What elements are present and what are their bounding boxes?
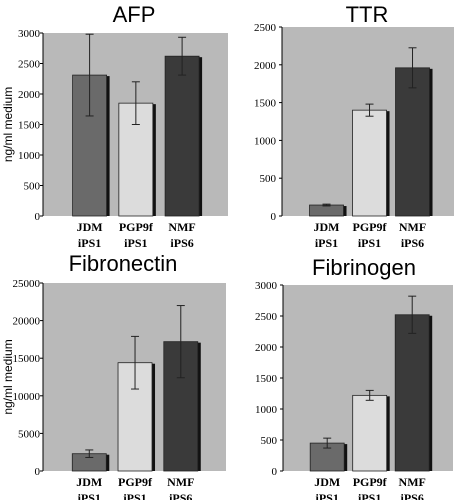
y-tick-label: 2500 <box>18 59 41 71</box>
category-label: iPS1 <box>124 236 147 250</box>
category-label: iPS6 <box>401 236 424 250</box>
category-label: NMF <box>399 475 426 489</box>
y-tick-label: 0 <box>35 466 41 478</box>
y-tick-label: 2000 <box>255 342 278 354</box>
y-tick-label: 500 <box>24 181 41 193</box>
y-tick-label: 1000 <box>255 404 278 416</box>
y-tick-label: 10000 <box>13 391 41 403</box>
category-label: iPS6 <box>169 491 192 500</box>
y-tick-label: 1000 <box>254 135 277 147</box>
category-label: NMF <box>399 220 426 234</box>
chart-title: Fibrinogen <box>312 255 416 280</box>
y-tick-label: 1500 <box>18 120 41 132</box>
category-label: JDM <box>314 220 340 234</box>
category-label: iPS1 <box>358 236 381 250</box>
bar <box>395 67 430 217</box>
y-tick-label: 500 <box>261 435 278 447</box>
y-tick-label: 25000 <box>13 278 41 290</box>
y-tick-label: 2500 <box>255 311 278 323</box>
category-label: iPS1 <box>123 491 146 500</box>
category-label: JDM <box>77 220 103 234</box>
category-label: iPS1 <box>315 236 338 250</box>
bar <box>352 394 388 472</box>
category-label: iPS1 <box>316 491 339 500</box>
y-tick-label: 3000 <box>255 280 278 292</box>
y-tick-label: 1500 <box>255 373 278 385</box>
category-label: PGP9f <box>119 220 154 234</box>
bar <box>309 204 344 217</box>
chart-title: AFP <box>113 2 156 27</box>
bar <box>164 55 200 217</box>
y-tick-label: 1500 <box>254 98 277 110</box>
category-label: iPS1 <box>358 491 381 500</box>
y-tick-label: 500 <box>260 173 277 185</box>
y-tick-label: 2500 <box>254 22 277 34</box>
y-tick-label: 0 <box>271 211 277 223</box>
chart-panel-0: 0 500 1000 1500 2000 2500 3000 AFP ng/ml medium J… <box>1 2 228 250</box>
y-tick-label: 1000 <box>18 150 41 162</box>
bar <box>394 314 430 472</box>
category-label: PGP9f <box>353 220 388 234</box>
bar <box>352 109 387 217</box>
chart-panel-3: 0 500 1000 1500 2000 2500 3000 Fibrinogen JDM iPS… <box>255 255 453 500</box>
y-tick-label: 2000 <box>18 89 41 101</box>
category-label: iPS1 <box>78 236 101 250</box>
category-label: iPS6 <box>401 491 424 500</box>
category-label: iPS1 <box>78 491 101 500</box>
y-tick-label: 15000 <box>13 353 41 365</box>
y-tick-label: 2000 <box>254 60 277 72</box>
category-label: JDM <box>314 475 340 489</box>
category-label: NMF <box>168 220 195 234</box>
chart-title: Fibronectin <box>69 251 178 276</box>
category-label: JDM <box>76 475 102 489</box>
y-axis-label: ng/ml medium <box>1 339 15 414</box>
y-tick-label: 20000 <box>13 316 41 328</box>
y-tick-label: 5000 <box>18 428 41 440</box>
chart-panel-2: 0 5000 10000 15000 20000 25000 Fibronectin ng/m… <box>1 251 226 500</box>
chart-title: TTR <box>346 2 389 27</box>
chart-panel-1: 0 500 1000 1500 2000 2500 TTR JDM iPS1 PGP9f iPS1 N… <box>254 2 454 250</box>
y-tick-label: 0 <box>35 211 41 223</box>
category-label: PGP9f <box>118 475 153 489</box>
y-axis-label: ng/ml medium <box>1 87 15 162</box>
category-label: NMF <box>167 475 194 489</box>
category-label: iPS6 <box>170 236 193 250</box>
category-label: PGP9f <box>353 475 388 489</box>
y-tick-label: 3000 <box>18 28 41 40</box>
y-tick-label: 0 <box>272 466 278 478</box>
